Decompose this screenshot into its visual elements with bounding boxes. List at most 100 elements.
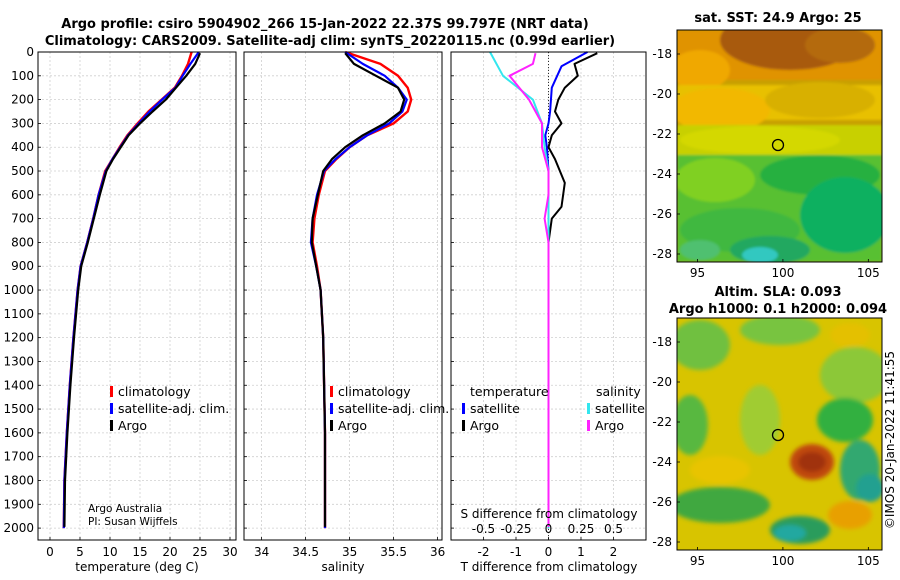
- x-tick-label: 10: [102, 545, 117, 559]
- sst-lat-ticks: -18 -20 -22 -24 -26 -28: [652, 47, 680, 261]
- legend-swatch-t-argo: [462, 420, 465, 431]
- legend-swatch-s-argo: [587, 420, 590, 431]
- depth-tick-label: 300: [11, 116, 34, 130]
- depth-tick-label: 1800: [3, 473, 34, 487]
- temperature-tick-labels: 0 5 10 15 20 25 30: [46, 545, 237, 559]
- lat-tick-label: -22: [652, 415, 672, 429]
- series-line-salinity-argo: [508, 52, 550, 527]
- depth-tick-label: 500: [11, 164, 34, 178]
- depth-tick-label: 900: [11, 259, 34, 273]
- salinity-panel: [243, 50, 443, 541]
- depth-tick-label: 2000: [3, 521, 34, 535]
- sla-float-marker: [771, 428, 785, 442]
- lat-tick-label: -26: [652, 207, 672, 221]
- series-line-argo: [310, 52, 406, 527]
- altim-title-2: Argo h1000: 0.1 h2000: 0.094: [669, 302, 887, 317]
- x-tick-label: -1: [510, 545, 522, 559]
- legend-swatch-satellite: [110, 403, 113, 414]
- s-tick-label: 0: [545, 522, 553, 536]
- legend-s-satellite: satellite: [595, 401, 645, 416]
- legend-climatology: climatology: [118, 384, 191, 399]
- x-tick-label: 5: [76, 545, 84, 559]
- depth-tick-label: 1700: [3, 450, 34, 464]
- legend-swatch-s-satellite: [587, 403, 590, 414]
- x-tick-label: 2: [610, 545, 618, 559]
- x-tick-label: 35: [342, 545, 357, 559]
- sst-float-marker: [771, 138, 785, 152]
- sst-map: -18 -20 -22 -24 -26 -28 95 100 105: [652, 29, 883, 280]
- legend-argo: Argo: [118, 418, 147, 433]
- lon-tick-label: 95: [690, 266, 705, 280]
- title-line-1: Argo profile: csiro 5904902_266 15-Jan-2…: [61, 17, 588, 32]
- sst-lon-ticks: 95 100 105: [690, 259, 880, 280]
- sla-map: -18 -20 -22 -24 -26 -28 95 100 105: [652, 317, 883, 568]
- legend-t-satellite: satellite: [470, 401, 520, 416]
- depth-tick-label: 1600: [3, 426, 34, 440]
- lat-tick-label: -26: [652, 495, 672, 509]
- lat-tick-label: -24: [652, 167, 672, 181]
- x-tick-label: 20: [162, 545, 177, 559]
- legend-swatch-argo: [330, 420, 333, 431]
- depth-tick-label: 100: [11, 69, 34, 83]
- lat-tick-label: -20: [652, 375, 672, 389]
- series-line-argo: [63, 52, 202, 527]
- legend-satellite: satellite-adj. clim.: [118, 401, 229, 416]
- legend-satellite: satellite-adj. clim.: [338, 401, 449, 416]
- credit-line-2: PI: Susan Wijffels: [88, 516, 178, 528]
- s-tick-label: -0.25: [500, 522, 531, 536]
- depth-tick-label: 700: [11, 212, 34, 226]
- depth-tick-label: 1500: [3, 402, 34, 416]
- depth-tick-labels: 0 100 200 300 400 500 600 700 800 900 1000 1100 1200…: [3, 45, 34, 535]
- lat-tick-label: -22: [652, 127, 672, 141]
- sst-title: sat. SST: 24.9 Argo: 25: [694, 11, 861, 26]
- x-tick-label: 25: [192, 545, 207, 559]
- s-tick-label: 0.25: [568, 522, 595, 536]
- temperature-panel: [37, 51, 237, 541]
- difference-legend: temperature salinity satellite Argo sate…: [462, 384, 645, 433]
- depth-tick-label: 1300: [3, 354, 34, 368]
- legend-swatch-t-satellite: [462, 403, 465, 414]
- credit-line-1: Argo Australia: [88, 503, 162, 515]
- lon-tick-label: 100: [771, 554, 794, 568]
- x-tick-label: -2: [478, 545, 490, 559]
- t-difference-tick-labels: -2 -1 0 1 2: [478, 545, 618, 559]
- depth-tick-label: 0: [26, 45, 34, 59]
- x-tick-label: 15: [132, 545, 147, 559]
- lon-tick-label: 105: [857, 266, 880, 280]
- legend-swatch-climatology: [330, 386, 333, 397]
- lat-tick-label: -20: [652, 87, 672, 101]
- depth-tick-label: 1400: [3, 378, 34, 392]
- x-tick-label: 36: [430, 545, 445, 559]
- x-tick-label: 34.5: [292, 545, 319, 559]
- salinity-tick-labels: 34 34.5 35 35.5 36: [254, 545, 445, 559]
- legend-t-argo: Argo: [470, 418, 499, 433]
- s-difference-tick-labels: -0.5 -0.25 0 0.25 0.5: [472, 522, 623, 536]
- legend-s-argo: Argo: [595, 418, 624, 433]
- s-tick-label: 0.5: [604, 522, 623, 536]
- difference-panel: [450, 51, 647, 541]
- legend-climatology: climatology: [338, 384, 411, 399]
- x-tick-label: 34: [254, 545, 269, 559]
- lat-tick-label: -28: [652, 247, 672, 261]
- sla-lat-ticks: -18 -20 -22 -24 -26 -28: [652, 335, 680, 549]
- temperature-axis-label: temperature (deg C): [75, 560, 198, 574]
- depth-tick-label: 400: [11, 140, 34, 154]
- salinity-axis-label: salinity: [321, 560, 364, 574]
- x-tick-label: 30: [222, 545, 237, 559]
- sla-lon-ticks: 95 100 105: [690, 547, 880, 568]
- lon-tick-label: 95: [690, 554, 705, 568]
- lat-tick-label: -18: [652, 335, 672, 349]
- lat-tick-label: -28: [652, 535, 672, 549]
- legend-swatch-satellite: [330, 403, 333, 414]
- depth-tick-label: 1200: [3, 331, 34, 345]
- depth-tick-label: 200: [11, 93, 34, 107]
- x-tick-label: 0: [545, 545, 553, 559]
- temperature-legend: climatology satellite-adj. clim. Argo: [110, 384, 229, 433]
- s-difference-axis-label: S difference from climatology: [461, 507, 638, 521]
- altim-title-1: Altim. SLA: 0.093: [715, 285, 842, 300]
- legend-swatch-argo: [110, 420, 113, 431]
- salinity-legend: climatology satellite-adj. clim. Argo: [330, 384, 449, 433]
- lat-tick-label: -24: [652, 455, 672, 469]
- legend-swatch-climatology: [110, 386, 113, 397]
